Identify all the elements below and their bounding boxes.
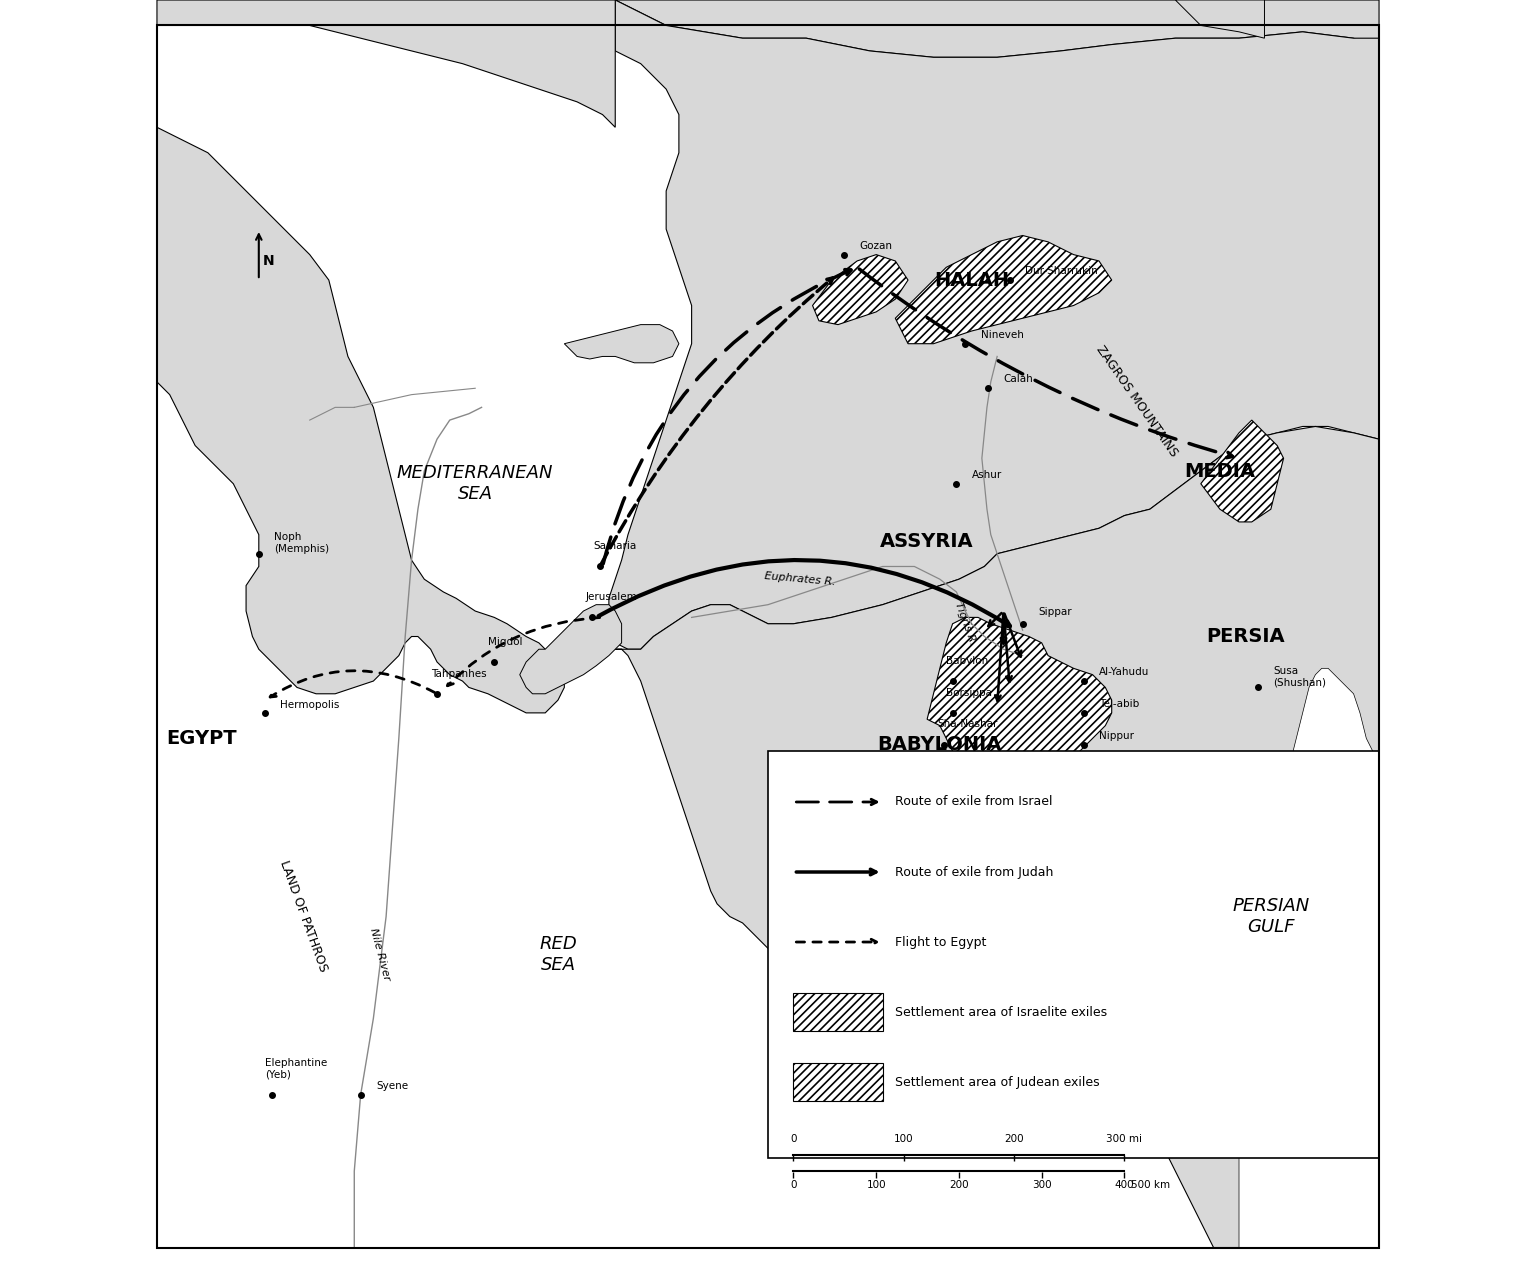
Polygon shape [157,127,564,1248]
Text: Jerusalem: Jerusalem [585,592,637,602]
Text: Calah: Calah [1003,374,1034,384]
Text: Route of exile from Judah: Route of exile from Judah [895,866,1054,878]
Polygon shape [895,236,1112,344]
Text: PERSIAN
GULF: PERSIAN GULF [1232,897,1310,936]
Text: ASSYRIA: ASSYRIA [880,532,974,550]
Polygon shape [1201,420,1284,522]
Text: MEDIA: MEDIA [1184,462,1255,480]
Text: 500 km: 500 km [1130,1180,1170,1190]
Polygon shape [616,426,1379,1248]
Text: Sha-Nashar: Sha-Nashar [937,719,998,729]
Polygon shape [608,0,1379,649]
Text: PERSIA: PERSIA [1206,628,1284,645]
Text: Susa
(Shushan): Susa (Shushan) [1273,666,1327,687]
Text: Sippar: Sippar [1038,607,1072,617]
Text: Gozan: Gozan [860,241,892,251]
FancyBboxPatch shape [768,751,1379,1158]
Text: Route of exile from Israel: Route of exile from Israel [895,796,1052,808]
Text: Nippur: Nippur [1098,731,1134,741]
Text: Flight to Egypt: Flight to Egypt [895,936,986,948]
Text: 0: 0 [790,1134,797,1144]
Bar [794,1063,883,1101]
Text: N: N [263,255,275,267]
Text: Hermopolis: Hermopolis [281,700,339,710]
Text: EGYPT: EGYPT [166,729,237,747]
Text: ZAGROS MOUNTAINS: ZAGROS MOUNTAINS [1094,342,1181,460]
Bar [794,993,883,1031]
Polygon shape [616,0,1379,57]
Polygon shape [519,605,622,694]
Text: Nineveh: Nineveh [980,330,1023,340]
Text: Tahpanhes: Tahpanhes [430,668,487,679]
Text: Samaria: Samaria [593,541,637,551]
Text: 100: 100 [866,1180,886,1190]
Text: 300: 300 [1032,1180,1052,1190]
Text: Babylon: Babylon [946,656,989,666]
Text: Migdol: Migdol [488,636,522,647]
Text: Syene: Syene [376,1081,409,1091]
Text: Elephantine
(Yeb): Elephantine (Yeb) [266,1058,327,1080]
Text: 200: 200 [1005,1134,1025,1144]
Text: LAND OF PATHROS: LAND OF PATHROS [276,859,330,974]
Text: RED
SEA: RED SEA [539,936,578,974]
Polygon shape [928,617,1112,783]
Text: Borsippa: Borsippa [946,687,992,698]
Polygon shape [564,325,679,363]
Text: Noph
(Memphis): Noph (Memphis) [273,532,329,554]
Text: BABYLONIA: BABYLONIA [877,736,1001,754]
Text: 100: 100 [894,1134,914,1144]
Text: Settlement area of Judean exiles: Settlement area of Judean exiles [895,1076,1100,1088]
Polygon shape [157,0,616,127]
Text: Settlement area of Israelite exiles: Settlement area of Israelite exiles [895,1006,1107,1018]
Text: 400: 400 [1115,1180,1134,1190]
Polygon shape [1240,668,1379,1248]
Text: Al-Yahudu: Al-Yahudu [1098,667,1149,677]
Text: 0: 0 [790,1180,797,1190]
Text: Ashur: Ashur [972,470,1001,480]
Text: HALAH: HALAH [934,271,1009,289]
Text: MEDITERRANEAN
SEA: MEDITERRANEAN SEA [396,465,553,503]
Text: 200: 200 [949,1180,969,1190]
Text: Euphrates R.: Euphrates R. [763,572,836,587]
Polygon shape [813,255,908,325]
Text: Tigris R.: Tigris R. [952,601,978,647]
Text: 300 mi: 300 mi [1106,1134,1143,1144]
Text: Dur-Sharrukin: Dur-Sharrukin [1025,266,1098,276]
Text: Nile River: Nile River [369,927,392,983]
Text: Tel-abib: Tel-abib [1098,699,1140,709]
Polygon shape [1175,0,1264,38]
